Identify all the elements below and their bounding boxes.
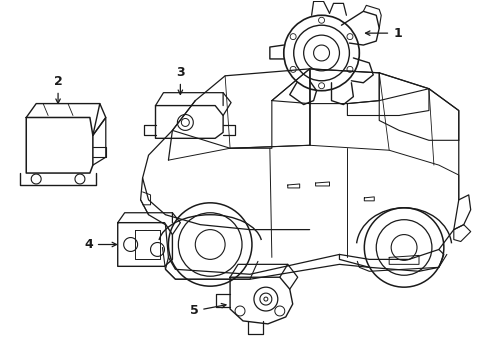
Text: 5: 5 [189, 303, 225, 318]
Text: 1: 1 [365, 27, 401, 40]
Text: 3: 3 [176, 66, 184, 94]
Text: 2: 2 [54, 75, 62, 103]
Text: 4: 4 [84, 238, 116, 251]
